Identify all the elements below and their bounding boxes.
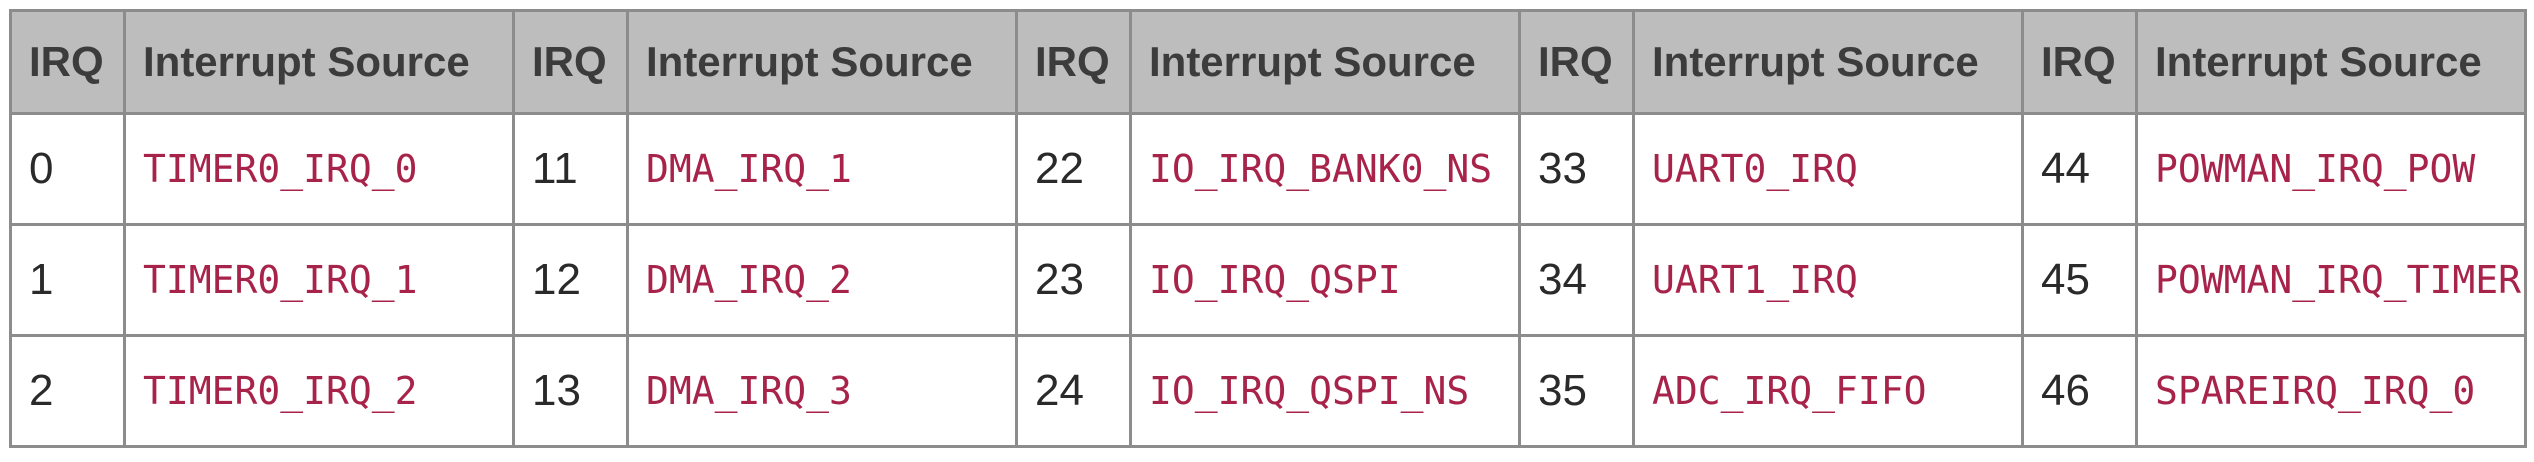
header-irq: IRQ xyxy=(512,9,629,115)
header-irq: IRQ xyxy=(2021,9,2138,115)
table-row: 0 TIMER0_IRQ_0 11 DMA_IRQ_1 22 IO_IRQ_BA… xyxy=(9,112,2527,226)
table-row: 2 TIMER0_IRQ_2 13 DMA_IRQ_3 24 IO_IRQ_QS… xyxy=(9,334,2527,448)
header-row: IRQ Interrupt Source IRQ Interrupt Sourc… xyxy=(9,9,2527,115)
table-header: IRQ Interrupt Source IRQ Interrupt Sourc… xyxy=(9,9,2527,115)
irq-number: 23 xyxy=(1015,223,1132,337)
irq-number: 34 xyxy=(1518,223,1635,337)
irq-table: IRQ Interrupt Source IRQ Interrupt Sourc… xyxy=(9,9,2527,448)
interrupt-source: POWMAN_IRQ_TIMER xyxy=(2135,223,2527,337)
header-interrupt-source: Interrupt Source xyxy=(1632,9,2024,115)
interrupt-source: UART0_IRQ xyxy=(1632,112,2024,226)
header-interrupt-source: Interrupt Source xyxy=(123,9,515,115)
irq-number: 2 xyxy=(9,334,126,448)
irq-number: 35 xyxy=(1518,334,1635,448)
interrupt-source: SPAREIRQ_IRQ_0 xyxy=(2135,334,2527,448)
header-interrupt-source: Interrupt Source xyxy=(1129,9,1521,115)
interrupt-source: TIMER0_IRQ_1 xyxy=(123,223,515,337)
interrupt-source: DMA_IRQ_1 xyxy=(626,112,1018,226)
irq-number: 1 xyxy=(9,223,126,337)
header-interrupt-source: Interrupt Source xyxy=(626,9,1018,115)
irq-number: 0 xyxy=(9,112,126,226)
interrupt-source: IO_IRQ_QSPI xyxy=(1129,223,1521,337)
interrupt-source: IO_IRQ_BANK0_NS xyxy=(1129,112,1521,226)
irq-number: 12 xyxy=(512,223,629,337)
irq-number: 24 xyxy=(1015,334,1132,448)
header-interrupt-source: Interrupt Source xyxy=(2135,9,2527,115)
irq-number: 22 xyxy=(1015,112,1132,226)
irq-number: 46 xyxy=(2021,334,2138,448)
irq-number: 11 xyxy=(512,112,629,226)
interrupt-source: TIMER0_IRQ_0 xyxy=(123,112,515,226)
irq-number: 45 xyxy=(2021,223,2138,337)
interrupt-source: DMA_IRQ_3 xyxy=(626,334,1018,448)
irq-number: 44 xyxy=(2021,112,2138,226)
irq-number: 33 xyxy=(1518,112,1635,226)
irq-number: 13 xyxy=(512,334,629,448)
header-irq: IRQ xyxy=(9,9,126,115)
interrupt-source: DMA_IRQ_2 xyxy=(626,223,1018,337)
table-row: 1 TIMER0_IRQ_1 12 DMA_IRQ_2 23 IO_IRQ_QS… xyxy=(9,223,2527,337)
interrupt-source: POWMAN_IRQ_POW xyxy=(2135,112,2527,226)
interrupt-source: TIMER0_IRQ_2 xyxy=(123,334,515,448)
interrupt-source: IO_IRQ_QSPI_NS xyxy=(1129,334,1521,448)
interrupt-source: ADC_IRQ_FIFO xyxy=(1632,334,2024,448)
table-body: 0 TIMER0_IRQ_0 11 DMA_IRQ_1 22 IO_IRQ_BA… xyxy=(9,112,2527,448)
header-irq: IRQ xyxy=(1015,9,1132,115)
interrupt-source: UART1_IRQ xyxy=(1632,223,2024,337)
header-irq: IRQ xyxy=(1518,9,1635,115)
